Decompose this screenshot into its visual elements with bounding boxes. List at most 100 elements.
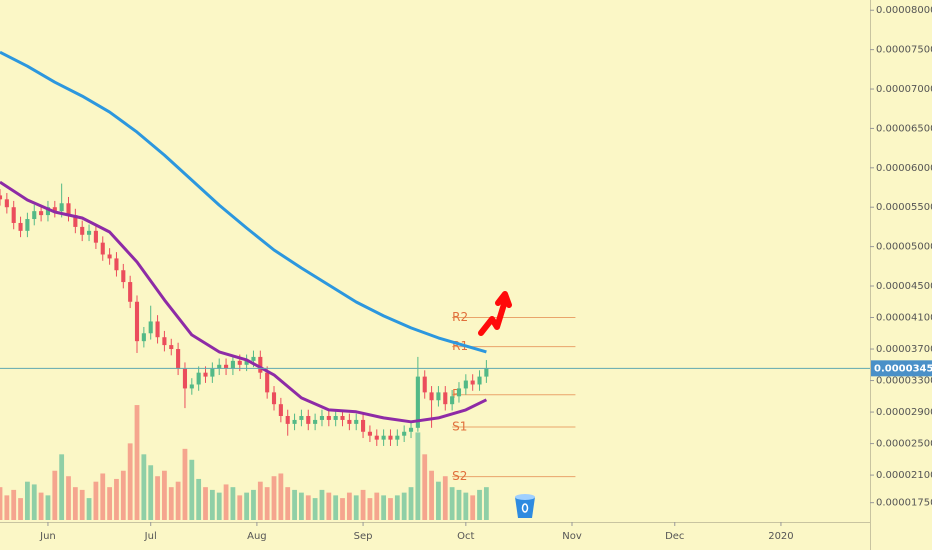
volume-bar [271, 476, 277, 520]
candle-body [224, 364, 229, 369]
volume-bar [107, 487, 113, 520]
candle-body [155, 321, 160, 338]
x-tick-label: Jun [39, 531, 56, 542]
last-price-box [871, 360, 932, 377]
volume-bar [182, 448, 188, 520]
candle-body [141, 333, 146, 342]
line-layer [0, 50, 488, 424]
volume-bar [463, 492, 469, 520]
candle-body [408, 427, 414, 432]
candle-body [134, 301, 140, 342]
candle-body [189, 384, 194, 389]
x-tick-label: Sep [354, 531, 373, 542]
volume-bar [0, 487, 3, 520]
volume-bar [415, 432, 421, 520]
y-tick-label: 0.00006500 [876, 123, 932, 134]
volume-bar [394, 495, 400, 520]
candle-body [59, 203, 64, 212]
candle-body [80, 226, 85, 235]
icon-rim[interactable] [515, 494, 535, 500]
candle-body [395, 435, 400, 440]
x-tick-label: Nov [562, 531, 582, 542]
volume-bar [196, 478, 202, 520]
volume-bar [470, 495, 476, 520]
candle-body [18, 222, 23, 231]
volume-bar [237, 495, 243, 520]
icon-shape[interactable] [515, 497, 535, 518]
volume-bar [367, 498, 373, 520]
y-tick-label: 0.00004500 [876, 281, 932, 292]
candle-body [463, 380, 468, 389]
candle-body [162, 337, 167, 346]
y-tick-label: 0.00007500 [876, 45, 932, 56]
volume-bar [52, 470, 58, 520]
bucket-icon[interactable] [515, 494, 535, 518]
volume-bar [45, 495, 51, 520]
x-tick-label: Dec [665, 531, 684, 542]
candle-body [278, 404, 283, 416]
candle-body [176, 349, 181, 369]
candle-body [326, 416, 331, 420]
volume-bar [66, 476, 71, 520]
y-tick-label: 0.00001750 [876, 498, 932, 509]
candle-body [32, 211, 37, 220]
volume-bar [11, 489, 17, 520]
candle-body [436, 392, 441, 401]
moving-average-line [0, 180, 488, 424]
axis-layer: 0.00008000 0.00007500 0.00007000 0.00006500… [0, 5, 932, 542]
y-tick-label: 0.00006000 [876, 163, 932, 174]
volume-bar [257, 481, 263, 520]
volume-bar [79, 489, 85, 520]
candle-body [484, 368, 489, 377]
volume-bar [141, 454, 147, 520]
candle-body [333, 416, 338, 420]
candle-body [128, 282, 133, 302]
volume-bar [216, 492, 222, 520]
candle-body [230, 360, 235, 369]
volume-bar [155, 476, 160, 520]
volume-bar [127, 443, 133, 520]
candle-body [265, 372, 270, 393]
candle-body [87, 230, 92, 235]
candle-body [374, 435, 379, 440]
volume-bar [278, 473, 284, 520]
volume-bar [436, 481, 441, 520]
volume-bar [319, 489, 325, 520]
volume-bar [244, 492, 250, 520]
volume-layer [0, 405, 489, 520]
volume-bar [346, 492, 352, 520]
candle-body [443, 392, 448, 405]
volume-bar [251, 489, 256, 520]
volume-bar [292, 489, 297, 520]
candle-body [121, 270, 126, 283]
volume-bar [175, 481, 181, 520]
candle-body [258, 356, 263, 373]
x-tick-label: Oct [457, 531, 474, 542]
volume-bar [299, 492, 304, 520]
volume-bar [203, 487, 208, 520]
y-tick-label: 0.00004100 [876, 313, 932, 324]
candle-body [340, 416, 345, 420]
volume-bar [483, 487, 489, 520]
candle-body [347, 419, 352, 424]
candle-body [450, 396, 455, 405]
candle-body [45, 207, 51, 216]
volume-bar [4, 495, 10, 520]
candle-body [319, 416, 325, 420]
icon-glyph[interactable] [521, 503, 529, 513]
volume-bar [264, 487, 270, 520]
candle-body [237, 360, 242, 365]
candle-body [285, 416, 290, 424]
y-tick-label: 0.00002100 [876, 470, 932, 481]
pivot-label: P [452, 387, 459, 401]
volume-bar [442, 476, 448, 520]
candle-body [0, 195, 3, 200]
candle-body [210, 368, 215, 377]
y-tick-label: 0.00003700 [876, 344, 932, 355]
candle-body [148, 321, 153, 334]
candle-body [100, 242, 105, 255]
volume-bar [429, 470, 434, 520]
candle-body [429, 392, 434, 401]
volume-bar [223, 484, 229, 520]
